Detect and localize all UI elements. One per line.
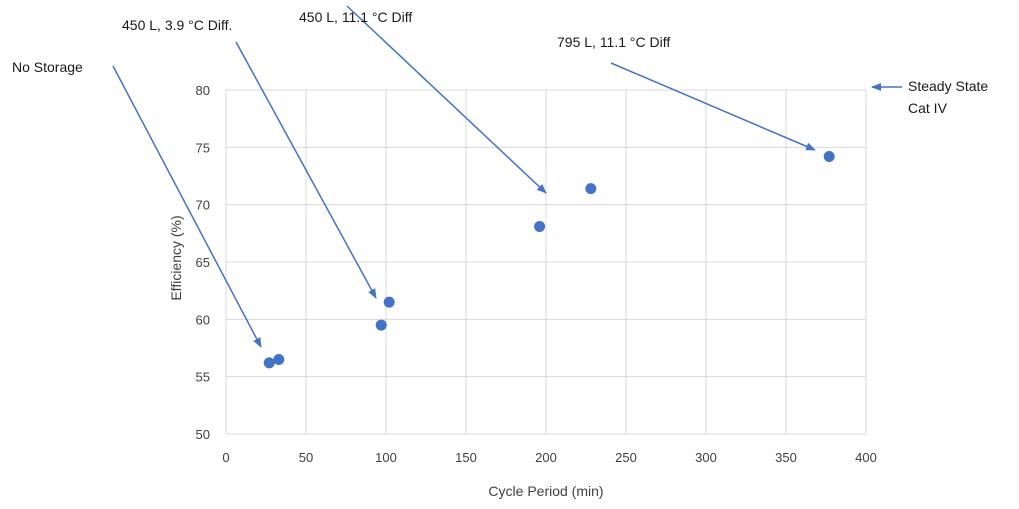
tick-labels: 0 50 100 150 200 250 300 350 400 50 55 60 65 70 75 80 (196, 83, 877, 465)
annotation-line: Cat IV (908, 100, 948, 116)
y-tick-label: 55 (196, 370, 210, 385)
data-point (534, 220, 546, 232)
x-tick-label: 250 (615, 450, 637, 465)
annotation-arrows (112, 5, 902, 348)
x-tick-label: 300 (695, 450, 717, 465)
data-points (263, 151, 835, 369)
y-axis-title: Efficiency (%) (168, 215, 184, 300)
annotation-arrow (235, 41, 377, 299)
data-point (263, 357, 275, 369)
annotation-line: 450 L, 3.9 °C Diff. (122, 17, 232, 33)
annotation-label: Steady State Cat IV (908, 78, 988, 116)
annotation-line: 450 L, 11.1 °C Diff (299, 9, 412, 25)
data-point (383, 296, 395, 308)
annotations: No Storage 450 L, 3.9 °C Diff. 450 L, 11.1… (12, 9, 988, 116)
x-tick-label: 100 (375, 450, 397, 465)
annotation-label: No Storage (12, 59, 83, 75)
y-tick-label: 50 (196, 427, 210, 442)
x-tick-label: 350 (775, 450, 797, 465)
data-point (273, 353, 285, 365)
annotation-line: No Storage (12, 59, 83, 75)
data-point (823, 151, 835, 163)
grid (225, 89, 867, 435)
x-tick-label: 200 (535, 450, 557, 465)
y-tick-label: 80 (196, 83, 210, 98)
y-tick-label: 60 (196, 312, 210, 327)
y-tick-label: 75 (196, 140, 210, 155)
y-tick-label: 70 (196, 198, 210, 213)
annotation-arrow (112, 65, 262, 348)
annotation-line: Steady State (908, 78, 988, 94)
annotation-label: 450 L, 11.1 °C Diff (299, 9, 412, 25)
y-tick-label: 65 (196, 255, 210, 270)
data-point (375, 319, 387, 331)
x-tick-label: 0 (222, 450, 229, 465)
annotation-label: 795 L, 11.1 °C Diff (557, 34, 670, 50)
x-tick-label: 150 (455, 450, 477, 465)
annotation-arrow (346, 5, 547, 194)
data-point (585, 183, 597, 195)
annotation-label: 450 L, 3.9 °C Diff. (122, 17, 232, 33)
annotation-arrow (610, 62, 816, 151)
x-axis-title: Cycle Period (min) (488, 483, 603, 499)
annotation-line: 795 L, 11.1 °C Diff (557, 34, 670, 50)
x-tick-label: 400 (855, 450, 877, 465)
x-tick-label: 50 (299, 450, 313, 465)
